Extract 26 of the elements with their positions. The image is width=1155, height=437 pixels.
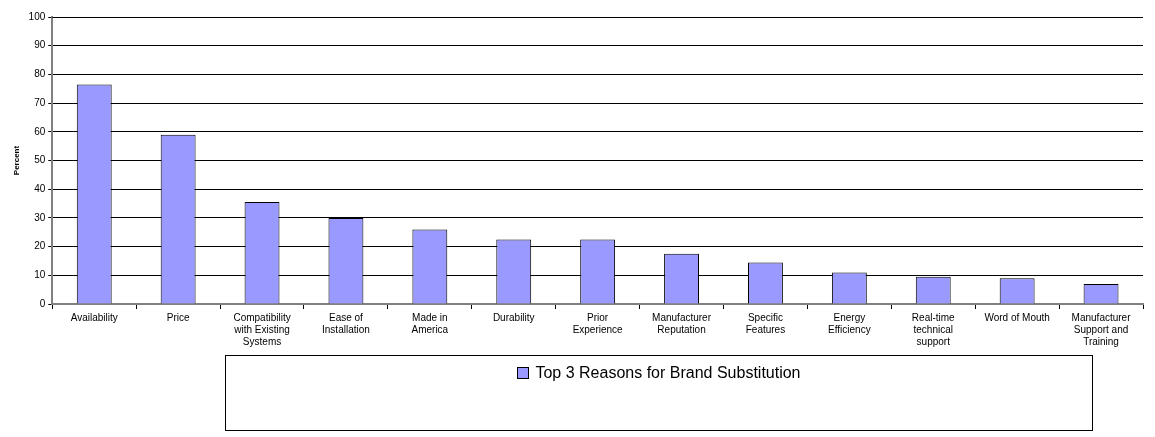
y-tick-label: 100 <box>28 10 46 22</box>
x-tick-label: Word of Mouth <box>984 311 1050 323</box>
y-tick-label: 0 <box>39 297 46 309</box>
y-tick-label: 90 <box>34 39 46 51</box>
x-tick-label: Specific Features <box>745 311 786 335</box>
legend-label: Top 3 Reasons for Brand Substitution <box>535 364 801 382</box>
y-tick-label: 10 <box>34 269 46 281</box>
x-tick-label: Prior Experience <box>572 311 624 335</box>
x-tick-label: Availability <box>70 311 118 323</box>
x-tick-label: Compatibility with Existing Systems <box>233 311 291 347</box>
x-tick-label: Ease of Installation <box>322 311 370 335</box>
y-tick-label: 20 <box>34 240 46 252</box>
y-axis-title: Percent <box>12 145 21 176</box>
x-tick-label: Made in America <box>411 311 449 335</box>
x-tick-label: Real-time technical support <box>911 311 956 347</box>
y-tick-label: 30 <box>34 211 46 223</box>
y-tick-label: 70 <box>34 96 46 108</box>
x-tick-label: Manufacturer Reputation <box>652 311 712 335</box>
y-tick-label: 60 <box>34 125 46 137</box>
x-tick-label: Manufacturer Support and Training <box>1071 311 1132 347</box>
x-tick-label: Energy Efficiency <box>828 311 871 335</box>
x-tick-label: Durability <box>492 311 535 323</box>
y-tick-label: 80 <box>34 68 46 80</box>
x-tick-label: Price <box>166 311 190 323</box>
y-tick-label: 40 <box>34 182 46 194</box>
y-tick-label: 50 <box>34 154 46 166</box>
